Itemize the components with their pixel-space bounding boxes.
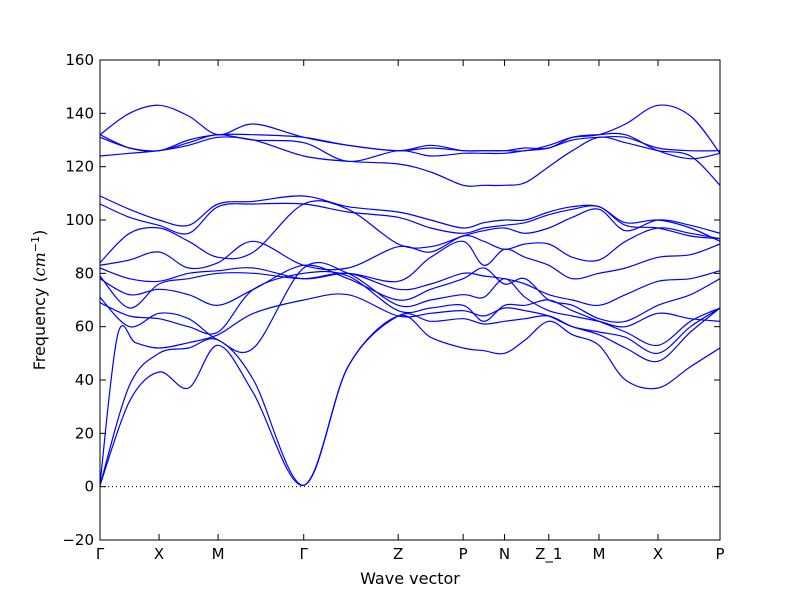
x-tick-label: M: [592, 545, 605, 563]
x-tick-label: P: [715, 545, 724, 563]
x-tick-label: Γ: [96, 545, 105, 563]
band-line-13: [99, 136, 721, 187]
y-tick-label: 0: [84, 478, 94, 496]
plot-area: −20 0 20 40 60 80 100 120 140 160 Γ X M Γ Z P N Z_1 M X P: [62, 51, 724, 564]
x-tick-label: Z_1: [535, 545, 562, 564]
y-axis-ticks: −20 0 20 40 60 80 100 120 140 160: [62, 51, 720, 549]
x-tick-label: X: [154, 545, 164, 563]
band-line-5: [99, 261, 721, 354]
y-tick-label: 160: [65, 51, 94, 69]
y-tick-label: 40: [75, 371, 94, 389]
y-tick-label: 60: [75, 318, 94, 336]
y-tick-label: −20: [62, 531, 94, 549]
y-axis-title-exponent: −1: [29, 236, 42, 252]
y-axis-title-close: ): [30, 230, 49, 236]
x-tick-label: Z: [393, 545, 403, 563]
phonon-bands: [99, 104, 721, 486]
band-line-6: [99, 264, 721, 323]
y-tick-label: 80: [75, 264, 94, 282]
x-tick-label: Γ: [300, 545, 309, 563]
band-line-12: [99, 195, 721, 242]
x-axis-title: Wave vector: [360, 569, 460, 588]
y-tick-label: 20: [75, 424, 94, 442]
band-line-16: [99, 104, 721, 154]
x-tick-label: X: [653, 545, 663, 563]
band-line-7: [99, 270, 721, 309]
band-line-4: [99, 270, 721, 347]
band-line-1: [99, 314, 721, 486]
y-axis-title: Frequency (cm−1): [29, 230, 50, 371]
band-line-14: [99, 134, 721, 162]
band-line-11: [99, 202, 721, 240]
band-line-3: [99, 293, 721, 485]
x-tick-label: N: [499, 545, 510, 563]
y-axis-title-text: Frequency (: [30, 276, 49, 370]
x-axis-ticks: Γ X M Γ Z P N Z_1 M X P: [96, 60, 725, 564]
band-line-8: [99, 240, 721, 283]
band-line-9: [99, 227, 721, 271]
band-line-10: [99, 200, 721, 264]
plot-frame: [99, 59, 721, 541]
y-axis-title-unit: cm: [30, 252, 49, 276]
x-tick-label: P: [459, 545, 468, 563]
x-tick-label: M: [212, 545, 225, 563]
y-tick-label: 120: [65, 158, 94, 176]
y-tick-label: 100: [65, 211, 94, 229]
y-tick-label: 140: [65, 104, 94, 122]
band-line-2: [99, 307, 721, 486]
